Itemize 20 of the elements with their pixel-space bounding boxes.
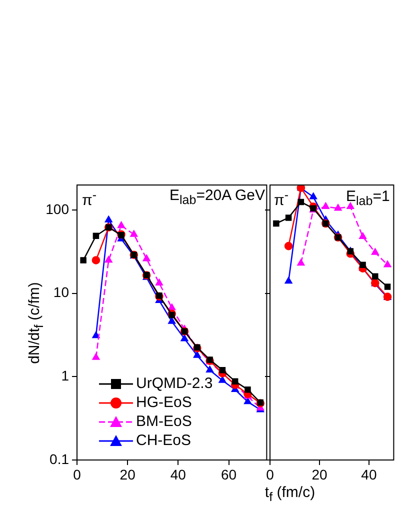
annotation: π$^{-}$ — [274, 188, 289, 209]
x-tick-label: 20 — [120, 466, 136, 482]
y-tick-label: 0.1 — [50, 450, 70, 467]
legend-label: UrQMD-2.3 — [136, 375, 213, 392]
x-tick-label: 40 — [361, 466, 377, 482]
x-tick-label: 20 — [312, 466, 328, 482]
x-tick-label: 0 — [73, 466, 82, 482]
legend-label: HG-EoS — [136, 394, 192, 411]
x-tick-label: 60 — [220, 466, 237, 482]
x-tick-label: 0 — [266, 466, 274, 482]
annotation: E$_{lab}$=20A GeV — [169, 187, 265, 207]
legend-label: BM-EoS — [136, 413, 192, 430]
y-tick-label: 1 — [61, 368, 70, 384]
y-tick-label: 10 — [53, 284, 70, 300]
annotation: E$_{lab}$=1 — [346, 188, 390, 208]
legend-label: CH-EoS — [136, 432, 192, 449]
x-axis-title: t$_{f}$ (fm/c) — [264, 484, 316, 504]
x-tick-label: 40 — [170, 466, 186, 482]
y-tick-label: 100 — [46, 200, 70, 217]
annotation: π$^{-}$ — [82, 188, 97, 209]
